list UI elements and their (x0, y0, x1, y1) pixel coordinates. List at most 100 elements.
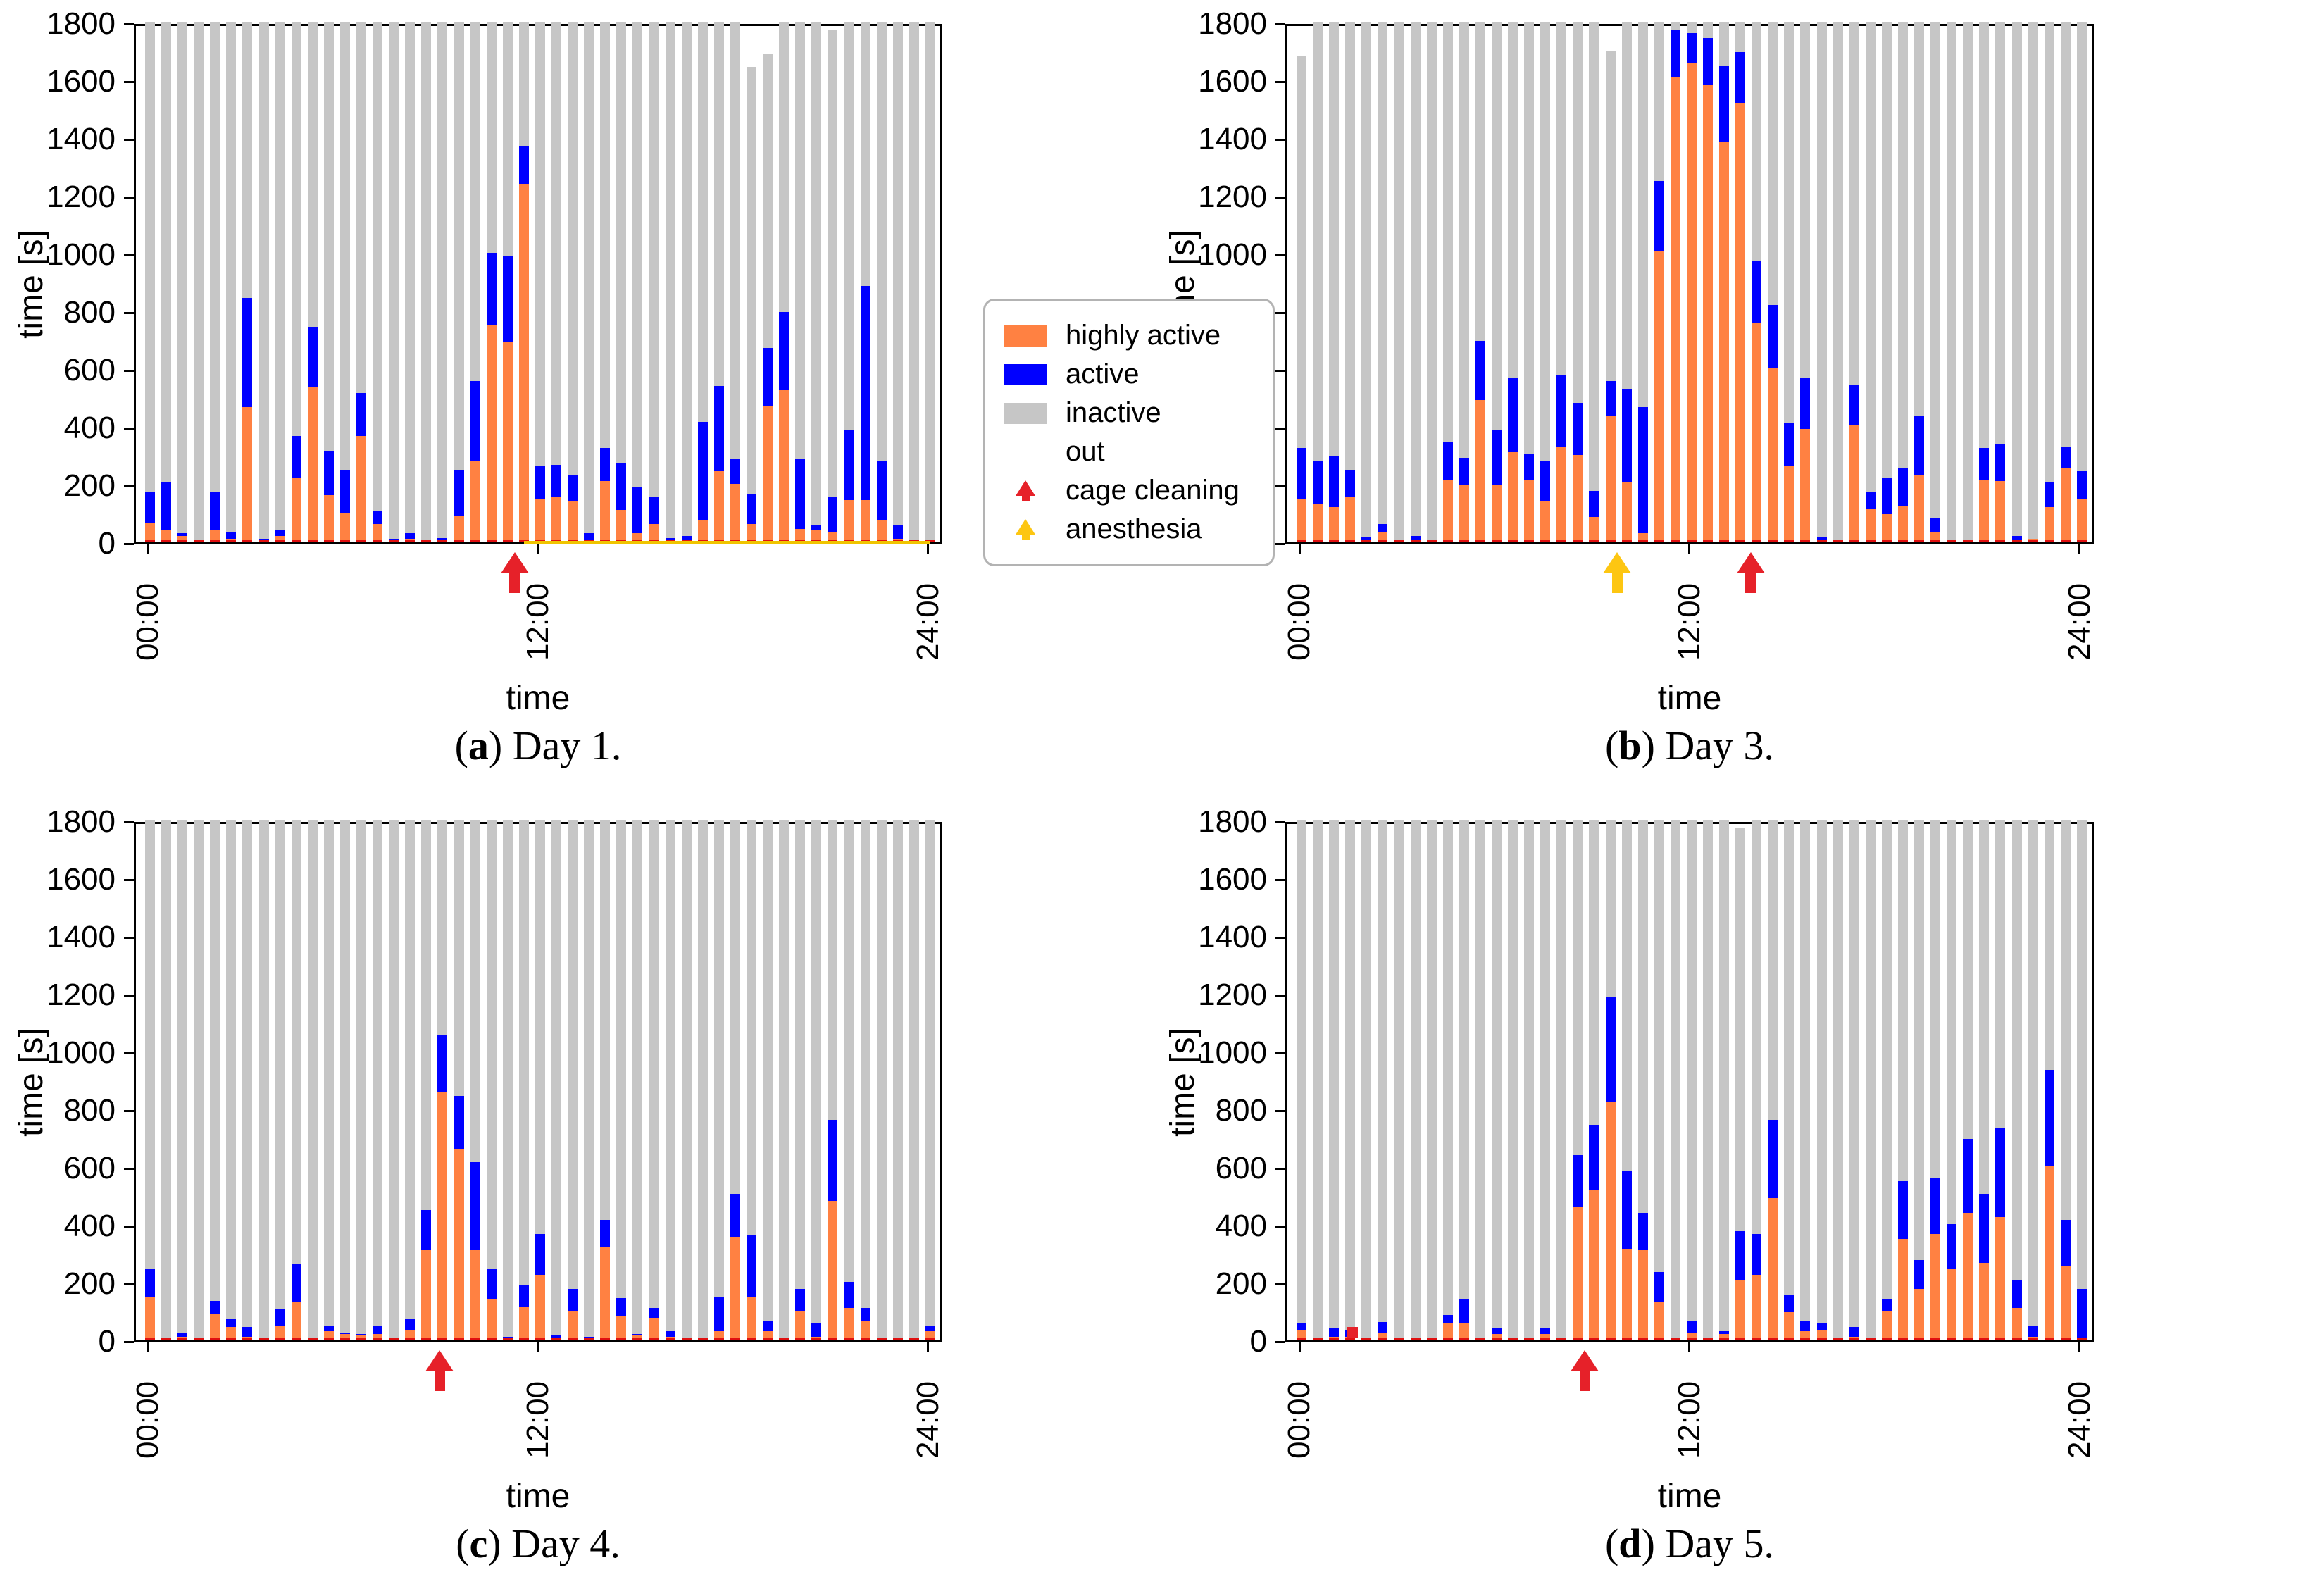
segment-highly-active (356, 1335, 367, 1340)
segment-base-mark (210, 1338, 220, 1340)
segment-active (600, 1219, 611, 1247)
panel-day5: time [s] time (d) Day 5. 0 200 400 600 800 10… (1152, 798, 2303, 1596)
segment-highly-active (551, 497, 561, 542)
segment-highly-active (1897, 1238, 1908, 1340)
segment-base-mark (405, 1338, 416, 1340)
segment-base-mark (502, 540, 513, 542)
segment-highly-active (210, 530, 220, 542)
segment-inactive (892, 820, 903, 1340)
y-tick (1275, 23, 1285, 25)
segment-active (1670, 30, 1680, 77)
segment-base-mark (1573, 1338, 1583, 1340)
segment-active (1378, 1322, 1388, 1333)
y-tick (124, 1283, 134, 1285)
segment-base-mark (518, 540, 529, 542)
segment-base-mark (1637, 1338, 1648, 1340)
segment-inactive (502, 820, 513, 1337)
segment-inactive (1816, 22, 1827, 537)
segment-highly-active (2060, 1266, 2071, 1340)
y-tick (124, 254, 134, 256)
segment-active (2060, 1219, 2071, 1266)
segment-base-mark (1475, 540, 1485, 542)
segment-active (551, 1335, 561, 1338)
y-tick (1275, 936, 1285, 939)
segment-base-mark (746, 540, 756, 542)
segment-inactive (568, 22, 578, 475)
segment-base-mark (1784, 1338, 1795, 1340)
segment-inactive (730, 820, 740, 1194)
segment-base-mark (1995, 1338, 2006, 1340)
segment-highly-active (1735, 102, 1746, 542)
segment-base-mark (258, 1338, 269, 1340)
y-tick-label: 1600 (1198, 862, 1267, 897)
segment-highly-active (2060, 468, 2071, 542)
cage-cleaning-arrow-icon (1004, 480, 1047, 501)
segment-highly-active (876, 520, 887, 542)
segment-active (1297, 447, 1306, 499)
segment-base-mark (828, 540, 838, 542)
y-tick-label: 600 (63, 1151, 116, 1185)
y-tick (124, 1052, 134, 1054)
x-tick-label: 24:00 (2061, 1380, 2097, 1459)
inactive-swatch-icon (1004, 402, 1047, 424)
segment-inactive (226, 820, 237, 1320)
segment-highly-active (1947, 1268, 1957, 1340)
y-tick-label: 1200 (46, 978, 116, 1012)
segment-highly-active (1963, 1212, 1973, 1340)
y-tick (1275, 1167, 1285, 1170)
segment-base-mark (1703, 1338, 1713, 1340)
segment-base-mark (307, 1338, 318, 1340)
segment-active (1963, 1139, 1973, 1213)
y-tick-label: 1000 (46, 237, 116, 272)
segment-highly-active (1637, 532, 1648, 542)
segment-highly-active (339, 513, 350, 542)
segment-base-mark (356, 1338, 367, 1340)
segment-inactive (2044, 820, 2054, 1070)
segment-inactive (2076, 22, 2087, 471)
segment-inactive (681, 820, 692, 1339)
segment-base-mark (486, 1338, 497, 1340)
segment-highly-active (649, 1318, 659, 1340)
y-tick (1275, 994, 1285, 997)
segment-base-mark (1930, 1338, 1941, 1340)
segment-inactive (1637, 820, 1648, 1213)
segment-base-mark (518, 1338, 529, 1340)
segment-inactive (697, 22, 708, 422)
anesthesia-arrow-icon (1603, 552, 1632, 593)
segment-inactive (1995, 22, 2006, 444)
segment-active (1703, 37, 1713, 86)
segment-base-mark (1686, 1338, 1697, 1340)
segment-base-mark (437, 1338, 448, 1340)
segment-highly-active (1540, 1333, 1551, 1340)
segment-base-mark (1979, 1338, 1990, 1340)
segment-inactive (1475, 22, 1485, 342)
segment-active (2044, 482, 2054, 507)
segment-inactive (1345, 22, 1356, 470)
y-tick (1275, 1109, 1285, 1112)
y-tick-label: 0 (1249, 1324, 1267, 1359)
segment-inactive (486, 22, 497, 253)
segment-active (339, 469, 350, 513)
y-tick (124, 369, 134, 372)
segment-inactive (1329, 22, 1340, 457)
segment-inactive (1752, 22, 1762, 262)
segment-base-mark (844, 540, 854, 542)
segment-highly-active (860, 1321, 870, 1340)
segment-inactive (860, 820, 870, 1308)
segment-inactive (584, 22, 594, 533)
segment-active (1605, 997, 1616, 1102)
segment-inactive (909, 820, 919, 1340)
segment-highly-active (2044, 506, 2054, 542)
segment-active (323, 450, 334, 496)
x-tick (1298, 1342, 1301, 1352)
segment-inactive (1442, 820, 1453, 1316)
segment-inactive (1426, 22, 1437, 541)
y-tick (124, 1167, 134, 1170)
segment-base-mark (568, 540, 578, 542)
segment-base-mark (1865, 540, 1876, 542)
y-tick (124, 936, 134, 939)
segment-inactive (1979, 820, 1990, 1194)
y-tick (1275, 427, 1285, 430)
segment-active (828, 1120, 838, 1202)
segment-highly-active (1995, 480, 2006, 542)
